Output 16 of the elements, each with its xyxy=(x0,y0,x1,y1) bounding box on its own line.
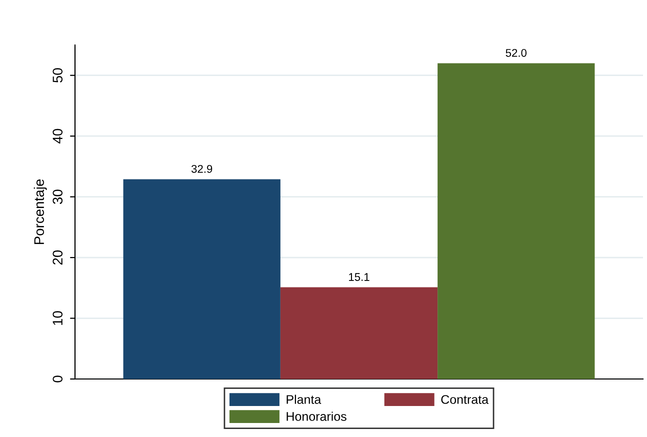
legend-label: Planta xyxy=(286,394,322,404)
y-tick-label: 30 xyxy=(52,190,63,204)
y-tick-label: 0 xyxy=(52,376,63,382)
y-tick-label: 20 xyxy=(52,250,63,265)
legend-label: Contrata xyxy=(441,395,489,404)
bar xyxy=(438,63,595,379)
y-axis-title: Porcentaje xyxy=(34,179,47,244)
bar xyxy=(280,287,438,379)
data-label: 15.1 xyxy=(349,273,370,281)
legend-label: Honorarios xyxy=(286,412,346,421)
y-tick-label: 40 xyxy=(52,128,63,144)
y-tick-label: 10 xyxy=(52,311,63,325)
y-tick-label: 50 xyxy=(52,68,63,83)
data-label: 52.0 xyxy=(506,48,527,57)
bar xyxy=(123,179,280,379)
data-label: 32.9 xyxy=(191,164,212,173)
